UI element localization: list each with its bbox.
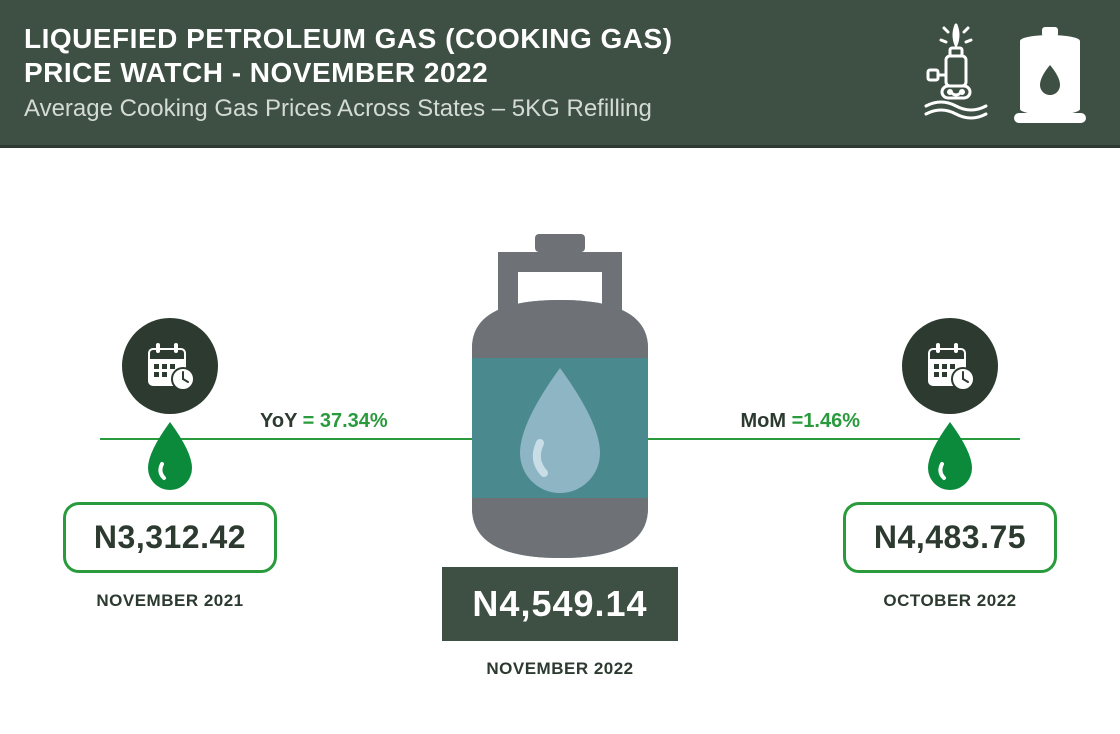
main-content: YoY = 37.34% MoM =1.46% (0, 148, 1120, 708)
mom-label: MoM (741, 410, 787, 432)
left-price: N3,312.42 (94, 519, 246, 556)
price-pill-left: N3,312.42 (63, 502, 277, 573)
center-month: NOVEMBER 2022 (486, 659, 633, 679)
center-block: N4,549.14 NOVEMBER 2022 (400, 228, 720, 679)
header-text-block: LIQUEFIED PETROLEUM GAS (COOKING GAS) PR… (24, 22, 673, 123)
title-line-2: PRICE WATCH - NOVEMBER 2022 (24, 56, 673, 90)
gas-burner-icon (916, 20, 996, 125)
gas-cylinder-header-icon (1004, 25, 1096, 125)
right-month: OCTOBER 2022 (883, 591, 1016, 611)
yoy-metric: YoY = 37.34% (260, 410, 388, 433)
green-drop-icon (140, 420, 200, 494)
header-icons (916, 20, 1096, 125)
mom-value: =1.46% (792, 410, 860, 432)
right-price: N4,483.75 (874, 519, 1026, 556)
title-line-1: LIQUEFIED PETROLEUM GAS (COOKING GAS) (24, 22, 673, 56)
yoy-value: = 37.34% (303, 410, 388, 432)
calendar-clock-icon (143, 339, 197, 393)
subtitle: Average Cooking Gas Prices Across States… (24, 95, 673, 123)
green-drop-icon (920, 420, 980, 494)
price-pill-right: N4,483.75 (843, 502, 1057, 573)
left-month: NOVEMBER 2021 (96, 591, 243, 611)
calendar-clock-icon (923, 339, 977, 393)
calendar-circle-left (122, 318, 218, 414)
header-banner: LIQUEFIED PETROLEUM GAS (COOKING GAS) PR… (0, 0, 1120, 148)
calendar-circle-right (902, 318, 998, 414)
gas-cylinder-graphic (440, 228, 680, 573)
center-price: N4,549.14 (472, 583, 647, 625)
right-block: N4,483.75 OCTOBER 2022 (830, 318, 1070, 611)
yoy-label: YoY (260, 410, 297, 432)
mom-metric: MoM =1.46% (741, 410, 861, 433)
comparison-row: N3,312.42 NOVEMBER 2021 N4,549 (0, 228, 1120, 679)
gas-cylinder-icon (440, 228, 680, 568)
center-price-box: N4,549.14 (442, 567, 677, 641)
left-block: N3,312.42 NOVEMBER 2021 (50, 318, 290, 611)
